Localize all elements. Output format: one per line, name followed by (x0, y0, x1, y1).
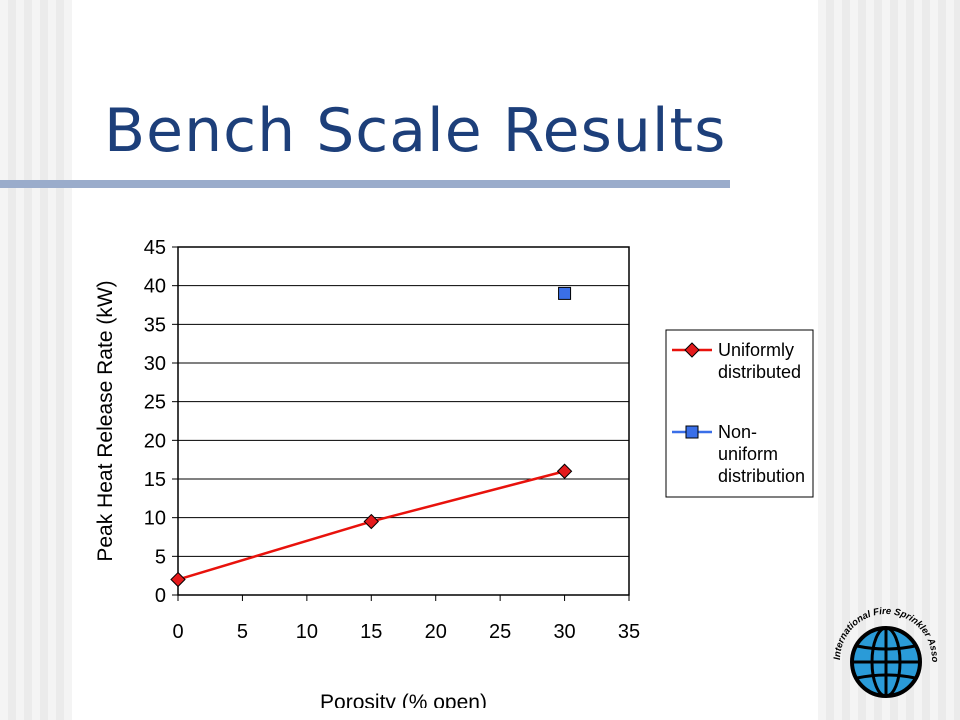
data-point (363, 513, 379, 530)
x-tick-labels: 0 5 10 15 20 25 30 35 (172, 621, 640, 643)
ifsa-logo: International Fire Sprinkler Association… (823, 592, 946, 712)
plot-frame (177, 246, 630, 596)
legend-label: uniform (718, 444, 778, 464)
slide-title: Bench Scale Results (104, 96, 727, 166)
data-point (170, 571, 186, 588)
y-tick-label: 45 (144, 237, 166, 259)
y-tick-label: 35 (144, 314, 166, 336)
legend-label: Uniformly (718, 340, 794, 360)
y-tick-label: 5 (155, 546, 166, 568)
y-tick-labels: 0 5 10 15 20 25 30 35 40 45 (144, 237, 166, 607)
y-tick-label: 40 (144, 276, 166, 298)
x-axis-label: Porosity (% open) (320, 691, 487, 708)
y-tick-label: 20 (144, 430, 166, 452)
series-0 (170, 463, 573, 588)
chart-area: 0 5 10 15 20 25 30 35 40 45 0 5 10 15 20 25 30 35 Porosi… (72, 200, 818, 714)
left-decor-band (0, 0, 72, 720)
legend-label: Non- (718, 422, 757, 442)
y-tick-label: 10 (144, 508, 166, 530)
x-tick-label: 30 (553, 621, 575, 643)
x-tick-label: 10 (296, 621, 318, 643)
data-point (556, 463, 573, 479)
x-tick-label: 25 (489, 621, 511, 643)
globe-icon (850, 626, 922, 698)
right-decor-band (818, 0, 960, 720)
data-point (558, 286, 572, 300)
y-tick-label: 30 (144, 353, 166, 375)
title-underline (0, 180, 730, 188)
series-layer (170, 286, 573, 588)
chart: 0 5 10 15 20 25 30 35 40 45 0 5 10 15 20 25 30 35 Porosi… (94, 237, 814, 714)
series-1 (558, 286, 572, 300)
x-tick-label: 0 (172, 621, 183, 643)
y-tick-label: 25 (144, 392, 166, 414)
y-axis-label: Peak Heat Release Rate (kW) (94, 280, 117, 561)
x-tick-label: 35 (618, 621, 640, 643)
legend-label: distributed (718, 362, 801, 382)
legend-label: distribution (718, 466, 805, 486)
y-tick-label: 0 (155, 585, 166, 607)
legend-box (665, 329, 814, 498)
x-tick-label: 5 (237, 621, 248, 643)
legend-marker (685, 425, 699, 439)
y-tick-label: 15 (144, 469, 166, 491)
legend-marker (684, 342, 700, 358)
legend: UniformlydistributedNon-uniformdistribut… (665, 329, 814, 498)
x-tick-label: 15 (360, 621, 382, 643)
x-tick-label: 20 (425, 621, 447, 643)
grid-lines (172, 246, 630, 601)
